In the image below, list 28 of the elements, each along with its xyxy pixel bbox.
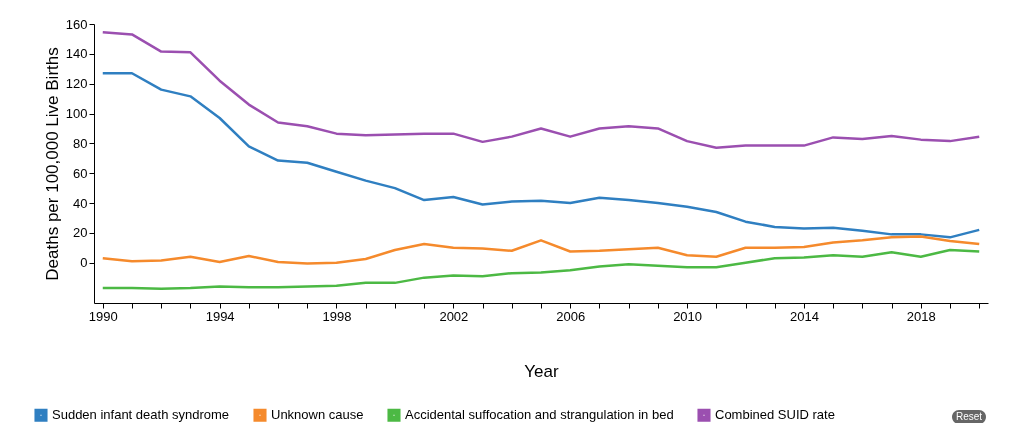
text: Reset [955, 411, 983, 422]
x-tick-label: 2018 [906, 308, 936, 324]
x-tick-label: 2006 [556, 308, 586, 324]
x-tick-label: 2010 [673, 308, 703, 324]
x-tick-label: 1994 [205, 308, 235, 324]
legend-label: Combined SUID rate [715, 407, 835, 423]
legend-label: Accidental suffocation and strangulation in bed [405, 407, 674, 423]
x-axis-title: Year [524, 361, 560, 381]
y-tick-label: 60 [73, 165, 88, 181]
legend-label: Sudden infant death syndrome [52, 407, 230, 423]
x-tick-label: 1998 [322, 308, 352, 324]
y-tick-label: 100 [65, 106, 88, 122]
y-tick-label: 40 [73, 195, 88, 211]
y-tick-label: 140 [65, 46, 88, 62]
line-series [101, 248, 981, 291]
y-tick-label: 80 [73, 135, 88, 151]
x-tick-label: 2002 [439, 308, 469, 324]
line-series [101, 71, 981, 239]
x-tick-label: 2014 [789, 308, 819, 324]
line-series [101, 235, 981, 265]
y-tick-label: 120 [65, 76, 88, 92]
legend-label: Unknown cause [271, 407, 364, 423]
y-tick-label: 0 [80, 255, 88, 271]
line-series [101, 30, 981, 150]
x-tick-label: 1990 [88, 308, 118, 324]
y-tick-label: 20 [73, 225, 88, 241]
y-axis-title: Deaths per 100,000 Live Births [42, 47, 62, 281]
y-tick-label: 160 [65, 16, 88, 32]
